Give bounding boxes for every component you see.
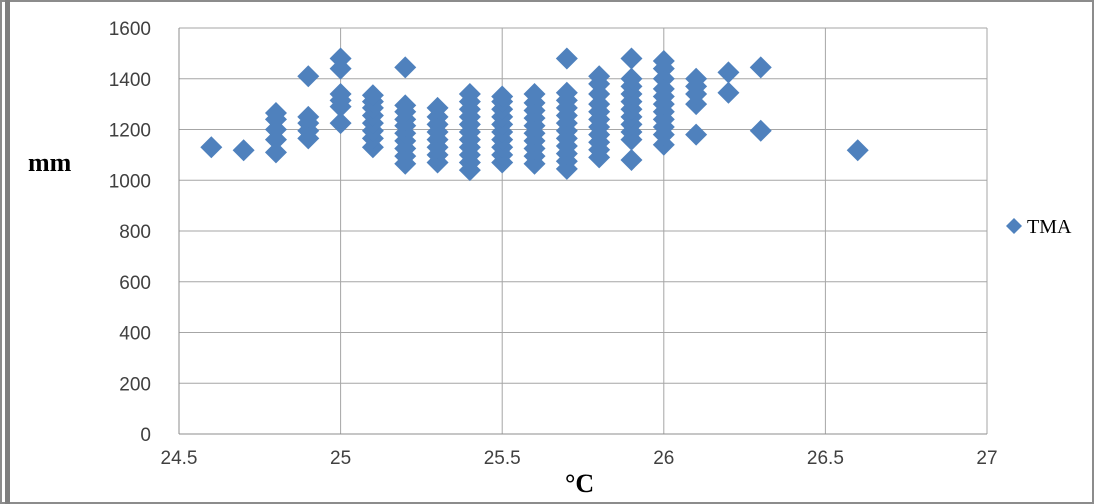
- legend-label: TMA: [1027, 216, 1072, 238]
- data-point: [264, 141, 287, 164]
- data-point: [588, 65, 611, 88]
- y-tick-label: 200: [119, 374, 151, 395]
- data-point: [620, 67, 643, 90]
- x-tick-label: 26.5: [807, 448, 844, 469]
- axes: [178, 28, 987, 435]
- x-axis-title: °C: [565, 469, 594, 498]
- data-point: [394, 56, 417, 79]
- legend-marker: [1006, 218, 1022, 234]
- data-point: [394, 94, 417, 117]
- data-point: [620, 47, 643, 70]
- data-point: [329, 112, 352, 135]
- x-tick-label: 27: [976, 448, 997, 469]
- y-tick-label: 800: [119, 222, 151, 243]
- data-point: [749, 119, 772, 142]
- data-point: [426, 96, 449, 119]
- x-tick-label: 25: [330, 448, 351, 469]
- data-point: [200, 136, 223, 159]
- data-point: [232, 139, 255, 162]
- data-point: [297, 65, 320, 88]
- data-point: [361, 84, 384, 107]
- data-point: [523, 82, 546, 105]
- y-tick-label: 1200: [109, 121, 151, 142]
- data-point: [685, 67, 708, 90]
- legend: TMA: [1006, 216, 1072, 238]
- y-tick-label: 0: [140, 425, 151, 446]
- x-tick-label: 25.5: [484, 448, 521, 469]
- data-point: [329, 82, 352, 105]
- data-point: [749, 56, 772, 79]
- y-tick-label: 1000: [109, 171, 151, 192]
- y-tick-label: 400: [119, 324, 151, 345]
- data-point: [491, 85, 514, 108]
- x-tick-label: 26: [653, 448, 674, 469]
- data-point: [846, 139, 869, 162]
- data-point: [620, 148, 643, 171]
- data-point: [329, 47, 352, 70]
- data-point: [264, 102, 287, 125]
- data-point: [555, 47, 578, 70]
- y-tick-label: 600: [119, 273, 151, 294]
- data-point: [652, 49, 675, 72]
- x-tick-label: 24.5: [161, 448, 198, 469]
- tick-labels: 0 200 400 600 800 1000 1200 1400 1600 24.5 25 25.5 2…: [109, 19, 998, 469]
- data-point: [555, 81, 578, 104]
- data-point: [685, 123, 708, 146]
- data-point: [717, 61, 740, 84]
- data-points: [200, 47, 869, 182]
- y-axis-title: mm: [28, 148, 72, 177]
- data-point: [458, 82, 481, 105]
- data-point: [297, 105, 320, 128]
- chart-left-edge: [5, 0, 10, 504]
- y-tick-label: 1400: [109, 70, 151, 91]
- y-tick-label: 1600: [109, 19, 151, 40]
- data-point: [717, 81, 740, 104]
